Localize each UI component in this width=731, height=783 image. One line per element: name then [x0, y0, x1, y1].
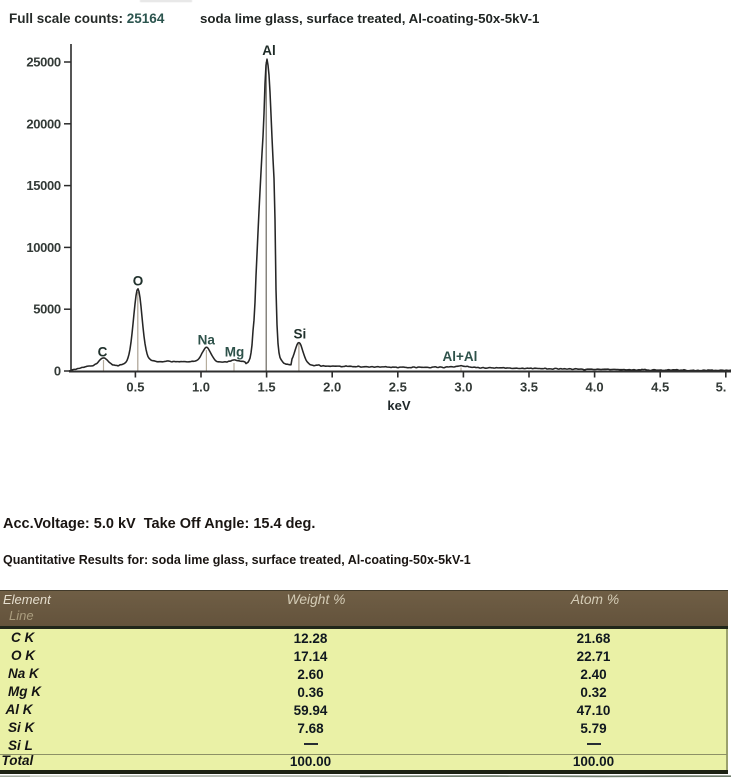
svg-text:1.5: 1.5 — [258, 380, 276, 395]
svg-text:O: O — [133, 274, 144, 289]
svg-text:3.5: 3.5 — [520, 380, 538, 395]
svg-text:3.0: 3.0 — [454, 380, 472, 395]
svg-text:10000: 10000 — [26, 240, 61, 255]
svg-text:15000: 15000 — [26, 178, 61, 193]
svg-text:2.0: 2.0 — [323, 380, 341, 395]
svg-text:0.5: 0.5 — [126, 380, 144, 395]
svg-text:20000: 20000 — [26, 116, 61, 131]
svg-text:5000: 5000 — [33, 302, 61, 317]
svg-text:Al: Al — [262, 43, 276, 58]
svg-text:Mg: Mg — [225, 345, 245, 360]
svg-text:1.0: 1.0 — [192, 380, 210, 395]
svg-text:25000: 25000 — [26, 55, 61, 70]
svg-text:keV: keV — [387, 398, 410, 413]
svg-text:Si: Si — [294, 327, 307, 342]
svg-text:4.5: 4.5 — [651, 380, 669, 395]
svg-text:Al+Al: Al+Al — [443, 349, 478, 364]
svg-text:C: C — [98, 345, 108, 360]
svg-text:4.0: 4.0 — [586, 380, 604, 395]
svg-text:2.5: 2.5 — [389, 380, 407, 395]
svg-text:Na: Na — [198, 333, 216, 348]
svg-text:5.: 5. — [716, 380, 727, 395]
svg-text:0: 0 — [54, 364, 61, 379]
